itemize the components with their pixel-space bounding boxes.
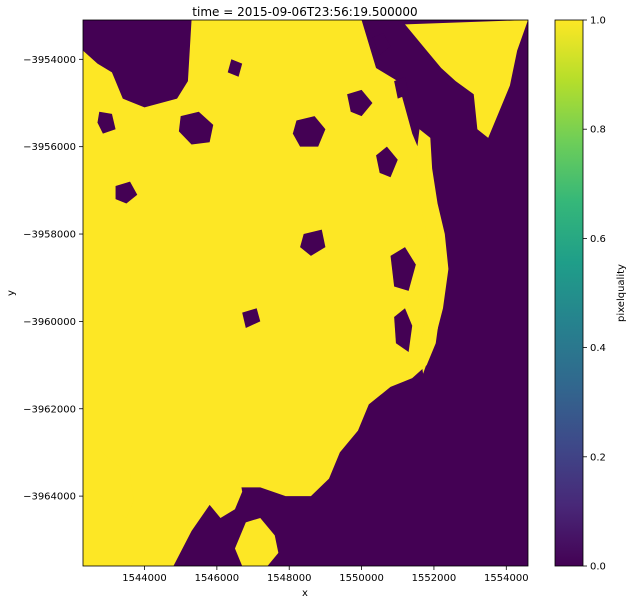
heatmap-cell-region-north-coast-strip [404, 20, 528, 138]
heatmap-cell-region-east-coast-strip [415, 129, 449, 374]
x-tick-label: 1546000 [195, 573, 240, 584]
y-tick-label: −3956000 [23, 142, 76, 153]
colorbar-tick-label: 0.6 [590, 234, 606, 245]
x-axis-ticks: 1544000 1546000 1548000 1550000 1552000 15540… [122, 566, 529, 584]
x-tick-label: 1554000 [484, 573, 529, 584]
y-axis-label: y [6, 290, 17, 296]
colorbar-gradient [554, 19, 584, 567]
heatmap-cell-region-hole-e-1 [390, 247, 416, 291]
chart-title: time = 2015-09-06T23:56:19.500000 [192, 5, 417, 19]
x-tick-label: 1544000 [122, 573, 167, 584]
y-tick-label: −3962000 [23, 404, 76, 415]
x-tick-label: 1550000 [339, 573, 384, 584]
colorbar-tick-label: 0.4 [590, 343, 606, 354]
colorbar-tick-label: 0.8 [590, 125, 606, 136]
heatmap-cell-region-hole-nc-2 [347, 89, 373, 117]
heatmap-cell-region-hole-ne-2 [394, 76, 409, 99]
y-axis-ticks: −3954000 −3956000 −3958000 −3960000 −3962000… [23, 55, 83, 503]
y-tick-label: −3954000 [23, 55, 76, 66]
x-tick-label: 1548000 [267, 573, 312, 584]
heatmap-cell-region-south-edge-patch [234, 517, 279, 566]
heatmap-cell-region-hole-c-1 [300, 229, 326, 256]
heatmap-cell-region-south-central-patch [198, 452, 243, 518]
heatmap-cell-region-south-west-patch [83, 448, 134, 518]
x-axis-label: x [302, 588, 308, 599]
plot-frame [82, 19, 529, 567]
heatmap-cell-region-hole-n-lake [178, 111, 214, 145]
colorbar-label: pixelquality [616, 264, 626, 322]
colorbar-tick-label: 1.0 [590, 16, 606, 27]
heatmap-cell-region-hole-ne-1 [372, 33, 391, 55]
heatmap-cell-region-hole-nc-1 [292, 116, 326, 147]
heatmap-cell-region-hole-e-2 [394, 308, 413, 352]
x-tick-label: 1552000 [412, 573, 457, 584]
heatmap-cell-region-land-mass [83, 20, 445, 566]
heatmap-regions-value-0 [97, 33, 416, 352]
heatmap-cell-region-hole-n-2 [227, 59, 243, 77]
y-tick-label: −3960000 [23, 317, 76, 328]
heatmap-regions-value-1 [83, 20, 528, 566]
plot-area [82, 19, 529, 567]
colorbar-ticks: 0.0 0.2 0.4 0.6 0.8 1.0 [583, 16, 606, 573]
heatmap-cell-region-hole-nw-2 [115, 181, 138, 204]
heatmap-cell-region-hole-nw-1 [97, 111, 116, 134]
y-tick-label: −3964000 [23, 492, 76, 503]
y-tick-label: −3958000 [23, 230, 76, 241]
colorbar-tick-label: 0.0 [590, 562, 606, 573]
heatmap-cell-region-hole-e-3 [376, 146, 398, 178]
colorbar: 0.0 0.2 0.4 0.6 0.8 1.0 pixelquality [554, 16, 626, 573]
heatmap-cell-region-hole-c-2 [242, 308, 261, 328]
colorbar-tick-label: 0.2 [590, 452, 606, 463]
